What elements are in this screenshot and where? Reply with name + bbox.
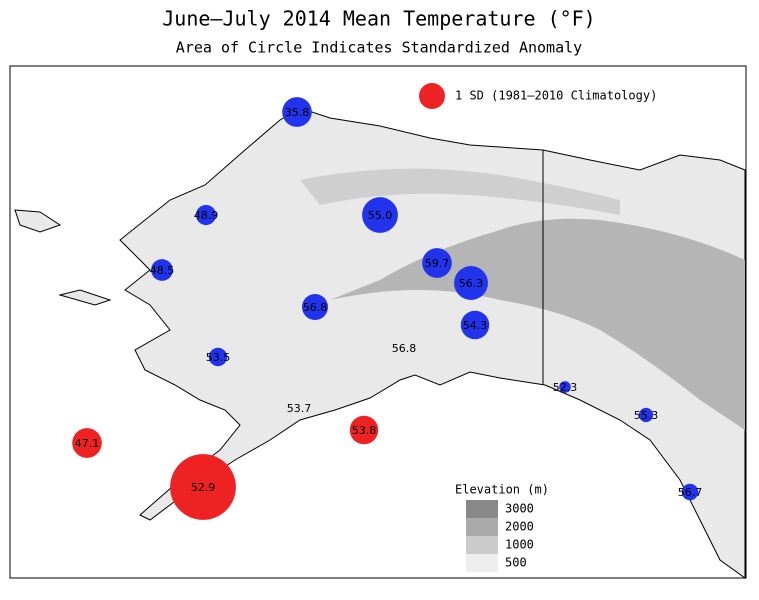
anomaly-circle [195, 204, 217, 226]
elevation-swatch [466, 518, 498, 536]
station-temp: 53.5 [206, 351, 231, 364]
station-temp: 56.3 [459, 277, 484, 290]
elevation-labels: 3000 2000 1000 500 [505, 502, 534, 570]
station-temp: 56.8 [303, 301, 328, 314]
stations: 35.8 48.9 55.0 59.7 56.3 48.5 56.8 54.3 53.5 56.8… [72, 97, 702, 520]
subtitle: Area of Circle Indicates Standardized An… [176, 39, 582, 57]
station-temp: 53.8 [352, 424, 377, 437]
station-temp: 59.7 [425, 257, 450, 270]
anomaly-circle [72, 428, 102, 458]
elevation-label: 500 [505, 556, 527, 570]
station-temp: 53.7 [287, 402, 312, 415]
station-temp: 52.9 [191, 481, 216, 494]
elevation-label: 1000 [505, 538, 534, 552]
anomaly-circle [638, 407, 654, 423]
station-temp: 56.8 [392, 342, 417, 355]
station-temp: 47.1 [75, 437, 100, 450]
anomaly-circle [559, 381, 571, 393]
legend-circle [419, 83, 445, 109]
island [14, 209, 62, 233]
elevation-swatch [466, 500, 498, 518]
station-temp: 56.7 [678, 486, 703, 499]
station-temp: 54.3 [463, 319, 488, 332]
anomaly-circle [302, 294, 328, 320]
island [58, 289, 112, 306]
anomaly-circle [151, 259, 173, 281]
anomaly-circle [362, 197, 398, 233]
station-temp: 55.0 [368, 209, 393, 222]
anomaly-circle [208, 347, 228, 367]
elevation-label: 3000 [505, 502, 534, 516]
elevation-swatch [466, 554, 498, 572]
elevation-swatch [466, 536, 498, 554]
anomaly-circle [422, 248, 452, 278]
anomaly-circle [282, 97, 312, 127]
elevation-scale [466, 500, 498, 572]
station-temp: 55.3 [634, 409, 659, 422]
brooks-range [300, 168, 620, 215]
station-temp: 52.3 [553, 381, 578, 394]
legend-label: 1 SD (1981–2010 Climatology) [455, 89, 657, 103]
anomaly-circle [460, 310, 490, 340]
station-temp: 48.9 [194, 209, 219, 222]
station-temp: 35.8 [285, 106, 310, 119]
anomaly-circle [349, 415, 379, 445]
elevation-title: Elevation (m) [455, 483, 549, 497]
anomaly-circle [170, 454, 236, 520]
anomaly-circle [681, 483, 699, 501]
anomaly-circle [454, 266, 488, 300]
title: June–July 2014 Mean Temperature (°F) [162, 7, 595, 31]
elevation-label: 2000 [505, 520, 534, 534]
station-temp: 48.5 [150, 264, 175, 277]
